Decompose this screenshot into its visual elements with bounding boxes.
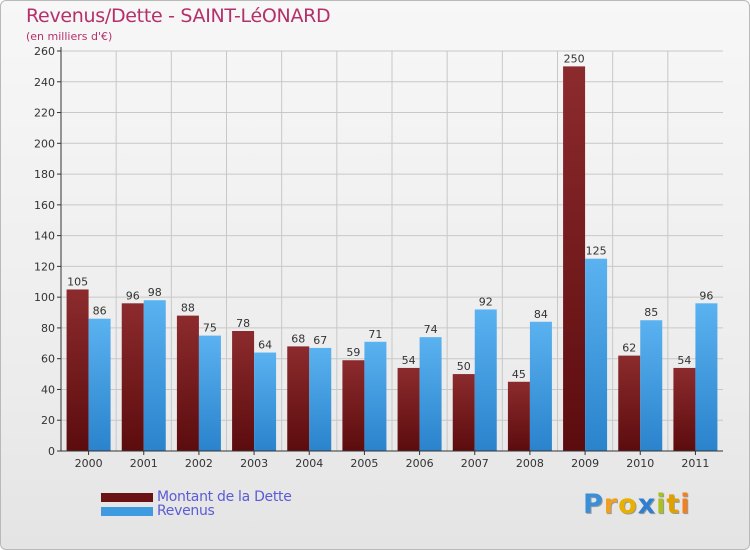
legend-label-dette: Montant de la Dette [157,489,292,505]
legend-label-revenus: Revenus [157,503,215,519]
data-label-dette: 250 [564,52,585,65]
data-label-revenus: 64 [258,339,272,352]
bar-revenus [529,321,552,451]
y-tick-label: 220 [34,107,55,120]
x-tick-label: 2007 [461,457,489,470]
x-tick-label: 2008 [516,457,544,470]
x-tick-label: 2000 [75,457,103,470]
data-label-revenus: 74 [424,323,438,336]
x-tick-label: 2003 [240,457,268,470]
chart-subtitle: (en milliers d'€) [26,30,113,43]
data-label-revenus: 71 [368,328,382,341]
y-tick-label: 200 [34,137,55,150]
y-tick-label: 140 [34,230,55,243]
bar-dette [618,355,641,451]
bar-dette [232,331,255,451]
bar-dette [342,360,365,451]
data-label-dette: 45 [512,368,526,381]
bar-revenus [419,337,442,451]
legend-item-revenus: Revenus [101,503,215,519]
data-label-revenus: 96 [699,289,713,302]
data-labels: 105 86 96 98 88 75 78 64 68 67 59 71 54 74 50 92 45 84 250… [67,52,713,380]
data-label-dette: 50 [457,360,471,373]
bar-dette [452,374,475,451]
y-tick-label: 120 [34,260,55,273]
logo-letter: t [666,489,681,520]
bar-dette [176,315,199,451]
data-label-dette: 62 [622,342,636,355]
data-label-dette: 105 [67,275,88,288]
bar-revenus [143,300,166,451]
logo-letter: r [603,489,619,520]
data-label-revenus: 85 [644,306,658,319]
bar-dette [287,346,310,451]
bar-revenus [254,352,277,451]
axes: 0 20 40 60 80 100 120 140 160 180 200 220 240 260 2000… [34,45,723,470]
data-label-revenus: 86 [93,305,107,318]
logo-letter: P [583,489,604,520]
data-label-dette: 59 [346,346,360,359]
logo-letter: i [656,489,667,520]
data-label-dette: 96 [126,289,140,302]
grid-lines [61,50,723,451]
bar-revenus [474,309,497,451]
bar-dette [66,289,89,451]
bar-dette [507,381,530,451]
x-tick-label: 2004 [295,457,323,470]
x-tick-label: 2010 [626,457,654,470]
data-label-dette: 68 [291,332,305,345]
data-label-revenus: 84 [534,308,548,321]
x-tick-label: 2006 [406,457,434,470]
logo-letter: o [618,489,638,520]
chart-title: Revenus/Dette - SAINT-LéONARD [26,5,331,27]
y-tick-label: 260 [34,45,55,58]
data-label-revenus: 98 [148,286,162,299]
y-tick-label: 40 [41,383,55,396]
legend-item-dette: Montant de la Dette [101,489,292,505]
y-tick-label: 160 [34,199,55,212]
x-tick-label: 2002 [185,457,213,470]
y-tick-label: 60 [41,353,55,366]
y-tick-label: 180 [34,168,55,181]
data-label-revenus: 125 [586,245,607,258]
bar-revenus [198,335,221,451]
bar-revenus [640,320,663,451]
data-label-dette: 54 [677,354,691,367]
bar-revenus [695,303,718,451]
x-tick-label: 2011 [681,457,709,470]
bar-dette [563,66,586,451]
bar-dette [121,303,144,451]
data-label-dette: 88 [181,302,195,315]
legend-swatch-revenus [101,506,153,516]
data-label-revenus: 67 [313,334,327,347]
bar-revenus [585,258,608,451]
logo-letter: i [680,489,691,520]
proxiti-logo: Proxiti [583,489,691,520]
y-tick-label: 240 [34,76,55,89]
bars [66,66,718,451]
y-tick-label: 100 [34,291,55,304]
bar-dette [673,367,696,451]
y-tick-label: 20 [41,414,55,427]
x-tick-label: 2005 [350,457,378,470]
data-label-revenus: 75 [203,322,217,335]
bar-dette [397,367,420,451]
y-tick-label: 0 [48,445,55,458]
bar-revenus [88,318,111,451]
x-tick-label: 2001 [130,457,158,470]
data-label-dette: 78 [236,317,250,330]
x-tick-label: 2009 [571,457,599,470]
data-label-dette: 54 [402,354,416,367]
data-label-revenus: 92 [479,295,493,308]
bar-revenus [364,341,387,451]
y-tick-label: 80 [41,322,55,335]
logo-letter: x [637,489,657,520]
legend-swatch-dette [101,492,153,502]
bar-revenus [309,347,332,451]
